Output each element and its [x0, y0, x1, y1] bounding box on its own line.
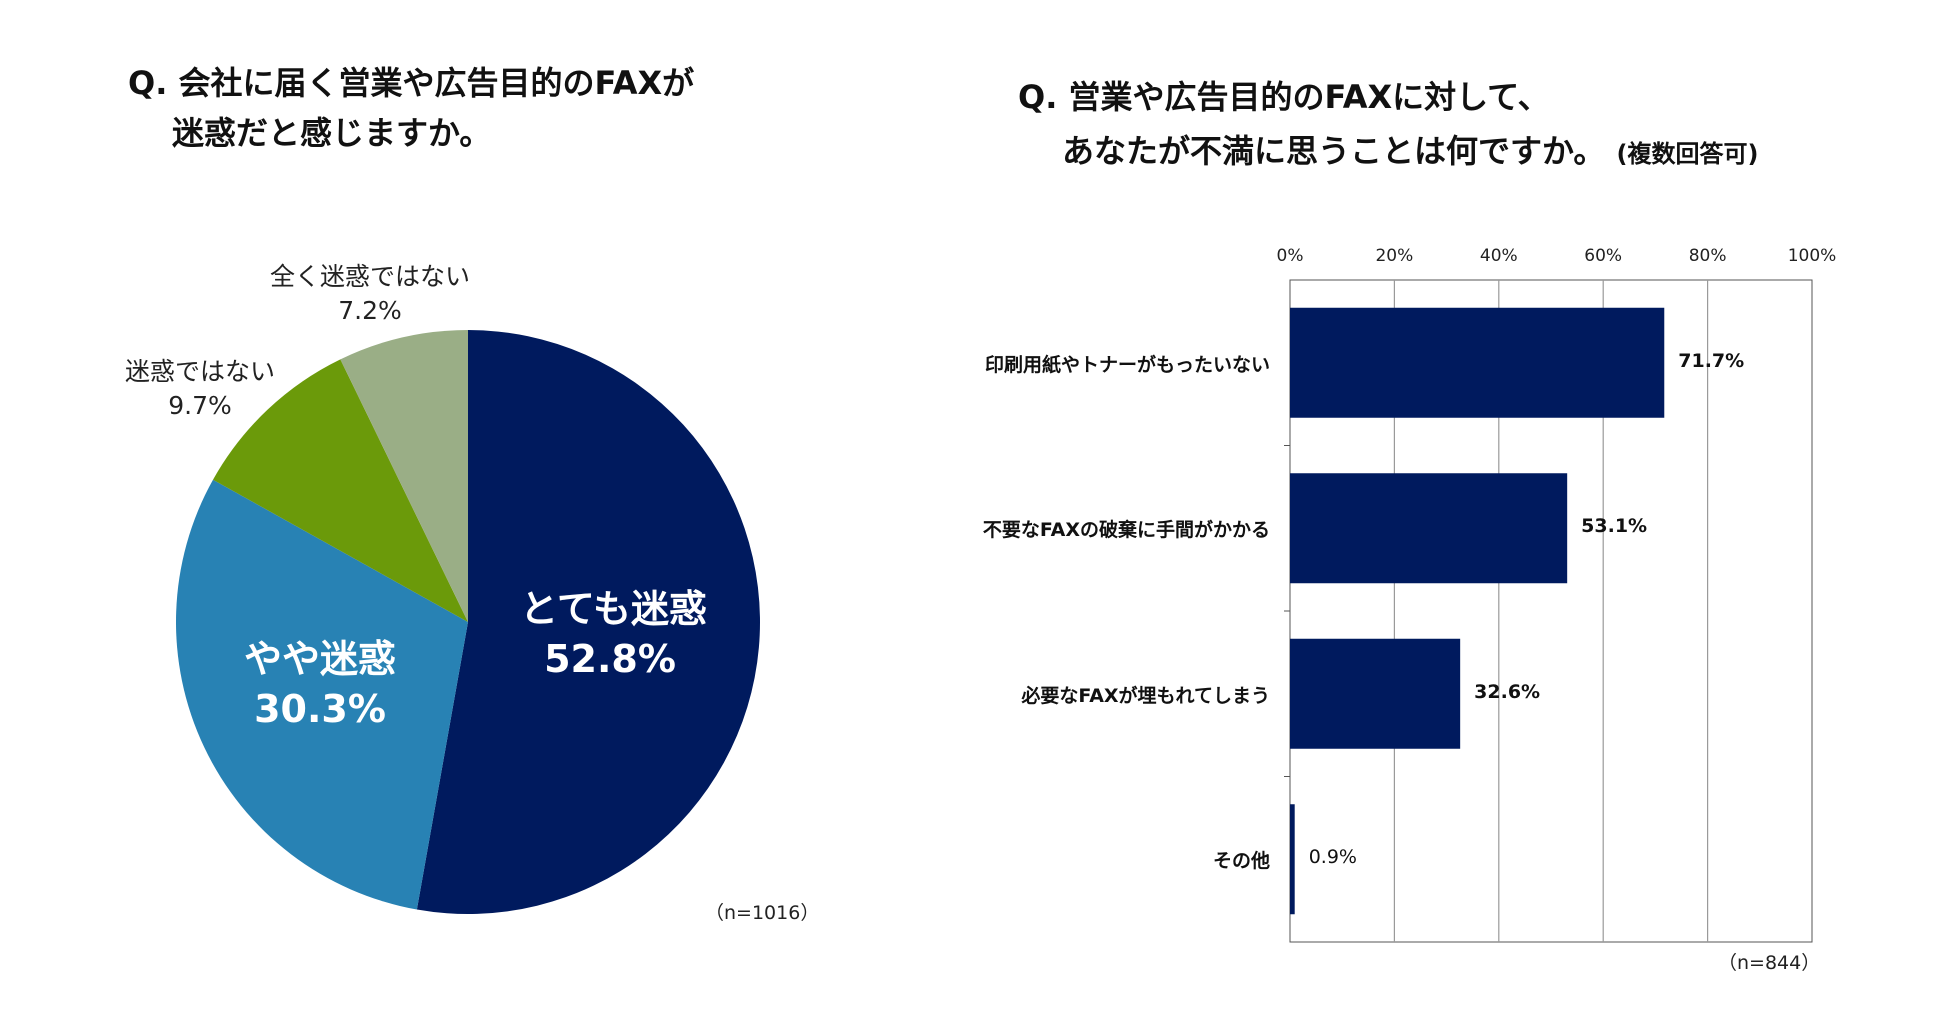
- bar-category-label-1: 不要なFAXの破棄に手間がかかる: [982, 519, 1270, 542]
- pie-chart: [175, 330, 761, 915]
- bar-category-label-0: 印刷用紙やトナーがもったいない: [984, 353, 1270, 376]
- bar-sample-size: （n=844）: [1718, 952, 1821, 974]
- pie-sample-size: （n=1016）: [705, 902, 820, 924]
- bar-title-line2: あなたが不満に思うことは何ですか。 (複数回答可): [1062, 126, 1758, 179]
- bar-value-label-2: 32.6%: [1474, 680, 1541, 703]
- pie-label-2-outer: 迷惑ではない 9.7%: [110, 355, 290, 423]
- bar-1: [1290, 473, 1568, 584]
- bar-title-main: あなたが不満に思うことは何ですか。: [1062, 132, 1606, 170]
- pie-slice-3-label: 全く迷惑ではない: [270, 262, 471, 291]
- pie-slice-1: [175, 479, 468, 910]
- bar-x-tick-0: 0%: [1276, 246, 1304, 266]
- pie-slice-1-value: 30.3%: [254, 687, 386, 731]
- bar-2: [1290, 638, 1461, 749]
- bar-x-tick-labels: 0% 20% 40% 60% 80% 100%: [0, 246, 1950, 270]
- pie-slice-3: [340, 330, 468, 622]
- pie-slice-2-value: 9.7%: [168, 391, 232, 420]
- pie-slice-0: [416, 330, 761, 915]
- bar-value-label-1: 53.1%: [1581, 515, 1648, 538]
- bar-value-label-3: 0.9%: [1308, 846, 1357, 869]
- bar-x-tick-4: 80%: [1688, 246, 1727, 266]
- pie-slice-1-label: やや迷惑: [243, 637, 396, 681]
- bar-3: [1290, 804, 1295, 915]
- bar-category-label-2: 必要なFAXが埋もれてしまう: [1021, 684, 1270, 707]
- bar-value-label-0: 71.7%: [1678, 349, 1745, 372]
- pie-slice-2-label: 迷惑ではない: [124, 357, 275, 386]
- bar-0: [1290, 307, 1665, 418]
- bar-x-tick-1: 20%: [1375, 246, 1414, 266]
- bar-title-suffix: (複数回答可): [1616, 140, 1759, 168]
- pie-title-line2: 迷惑だと感じますか。: [172, 114, 492, 152]
- bar-category-label-3: その他: [1212, 850, 1270, 873]
- pie-label-0-inner: とても迷惑 52.8%: [520, 584, 707, 684]
- pie-label-3-outer: 全く迷惑ではない 7.2%: [270, 260, 470, 328]
- bar-x-tick-2: 40%: [1479, 246, 1518, 266]
- pie-slice-0-label: とても迷惑: [520, 587, 707, 631]
- pie-slice-3-value: 7.2%: [338, 296, 402, 325]
- pie-title-line1: Q. 会社に届く営業や広告目的のFAXが: [128, 64, 695, 102]
- bar-title-line1: Q. 営業や広告目的のFAXに対して、: [1018, 78, 1550, 116]
- pie-label-1-inner: やや迷惑 30.3%: [230, 634, 410, 734]
- pie-slice-0-value: 52.8%: [544, 637, 676, 681]
- pie-slice-2: [213, 359, 468, 622]
- bar-x-tick-3: 60%: [1584, 246, 1623, 266]
- bar-x-tick-5: 100%: [1787, 246, 1837, 266]
